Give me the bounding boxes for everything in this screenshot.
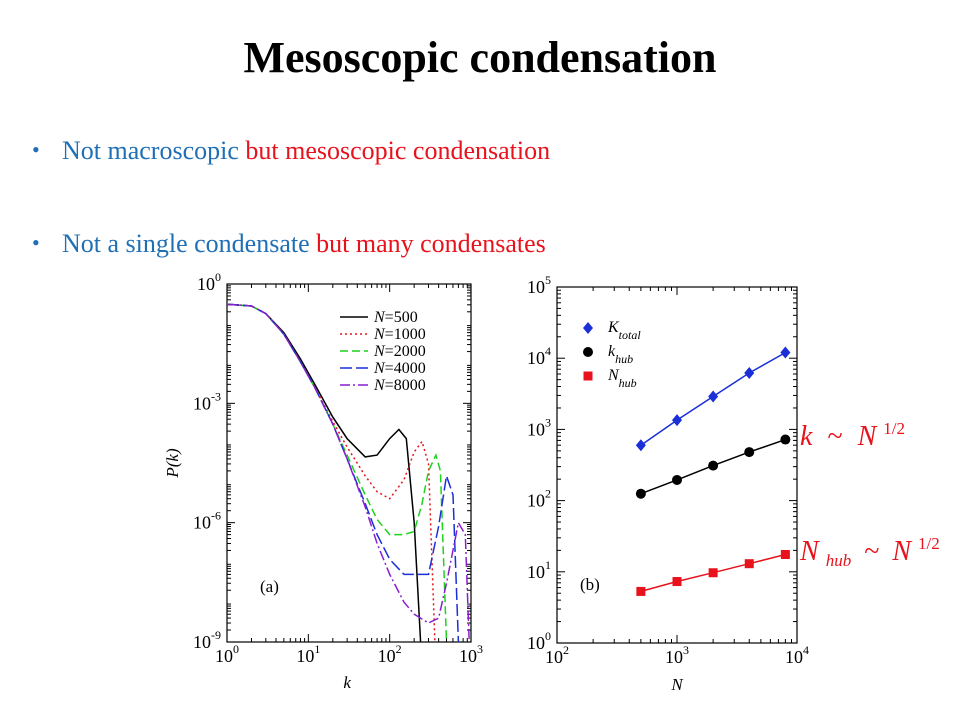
- data-point-diamond: [780, 346, 791, 359]
- bullet-2: • Not a single condensate but many conden…: [32, 229, 546, 259]
- data-point-square: [780, 549, 790, 559]
- panel-a-x-tick-label: 102: [378, 642, 402, 666]
- data-point-circle: [672, 474, 682, 485]
- legend-marker: [583, 322, 593, 334]
- panel-b-y-tick-label: 100: [527, 629, 551, 653]
- legend-entry: N=500: [373, 309, 418, 326]
- bullet-2-part-2: but many condensates: [316, 229, 546, 258]
- bullet-1-part-2: but mesoscopic: [245, 136, 407, 165]
- data-point-square: [744, 559, 754, 569]
- data-point-square: [672, 577, 682, 587]
- nhub-scaling-label: N hub ~ N 1/2: [799, 534, 940, 573]
- data-point-circle: [744, 447, 755, 458]
- data-point-diamond: [635, 439, 646, 452]
- bullet-1-part-3: condensation: [412, 136, 551, 165]
- panel-a-y-tick-label: 100: [197, 270, 221, 294]
- panel-b-x-tick-label: 103: [665, 643, 689, 667]
- x-axis-label: N: [670, 675, 684, 694]
- data-point-circle: [635, 488, 646, 499]
- legend-entry: N=2000: [373, 343, 426, 360]
- panel-a-x-tick-label: 100: [215, 642, 239, 666]
- bullet-dot-icon: •: [32, 230, 40, 255]
- panel-b-y-tick-label: 101: [527, 558, 551, 582]
- panel-a-y-tick-label: 10-6: [193, 509, 221, 533]
- legend-entry: N=1000: [373, 326, 426, 343]
- bullet-2-part-1: Not a single condensate: [62, 229, 310, 258]
- panel-a-label: (a): [260, 577, 279, 596]
- bullet-1-part-1: Not macroscopic: [62, 136, 239, 165]
- series-line-n8000: [227, 303, 470, 642]
- legend-entry: Nhub: [607, 367, 637, 390]
- data-point-square: [708, 568, 718, 578]
- legend-entry: N=4000: [373, 360, 426, 377]
- panel-a-x-tick-label: 101: [296, 642, 320, 666]
- legend-marker: [583, 371, 593, 381]
- chart-panel-b: 102 103 104 100 101 102 103 104 105 KtotalkhubNhu…: [527, 273, 809, 694]
- legend-entry: N=8000: [373, 377, 426, 394]
- panel-b-x-tick-label: 104: [785, 643, 809, 667]
- legend-entry: khub: [608, 343, 633, 366]
- panel-b-x-tick-label: 102: [545, 643, 569, 667]
- panel-a-y-tick-label: 10-3: [193, 389, 221, 413]
- panel-a-x-tick-label: 103: [459, 642, 483, 666]
- legend-entry: Ktotal: [607, 319, 641, 342]
- slide-title: Mesoscopic condensation: [243, 33, 717, 82]
- bullet-1: • Not macroscopic but mesoscopic condensa…: [32, 136, 550, 166]
- panel-b-label: (b): [580, 575, 600, 594]
- k-scaling-label: k ~ N 1/2: [800, 419, 905, 452]
- data-point-square: [636, 586, 646, 596]
- data-point-circle: [708, 460, 719, 471]
- series-line-n1000: [227, 303, 436, 642]
- panel-b-y-tick-label: 102: [527, 487, 551, 511]
- x-axis-label: k: [343, 673, 351, 692]
- data-point-circle: [780, 434, 791, 445]
- legend-marker: [583, 347, 593, 357]
- chart-panel-a: 100 101 102 10310010-310-610-9N=500N=1000N=…: [163, 270, 483, 692]
- bullet-dot-icon: •: [32, 137, 40, 162]
- panel-b-y-tick-label: 104: [527, 344, 551, 368]
- panel-b-y-tick-label: 103: [527, 415, 551, 439]
- panel-b-y-tick-label: 105: [527, 273, 551, 297]
- panel-a-y-tick-label: 10-9: [193, 628, 221, 652]
- data-point-diamond: [744, 366, 755, 379]
- data-point-diamond: [708, 390, 719, 403]
- panel-a-plot-frame: [226, 283, 472, 643]
- data-point-diamond: [672, 414, 682, 427]
- scaling-labels: k ~ N 1/2 N hub ~ N 1/2: [799, 419, 940, 573]
- y-axis-label: P(k): [163, 448, 182, 479]
- series-line-n4000: [227, 303, 460, 642]
